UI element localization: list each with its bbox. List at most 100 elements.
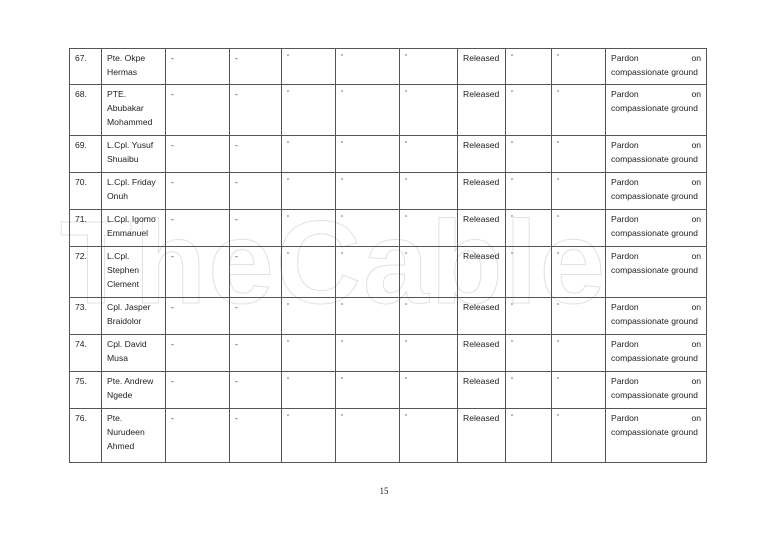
cell-ditto: “ [551,297,606,335]
cell-ditto: “ [335,172,400,210]
cell-ditto: “ [335,48,400,85]
cell-ditto: “ [335,334,400,372]
remark-word: on [691,140,701,150]
cell-ditto: “ [281,371,336,409]
remark-word: on [691,177,701,187]
cell-ditto: “ [335,371,400,409]
cell-ditto: “ [505,297,552,335]
remark-word: Pardon [611,177,639,187]
person-name: L.Cpl. Friday Onuh [101,172,166,210]
cell-ditto: “ [281,334,336,372]
cell-ditto: “ [505,48,552,85]
cell-ditto: “ [399,371,458,409]
cell-ditto: “ [399,334,458,372]
person-name: Pte. Okpe Hermas [101,48,166,85]
status-cell: Released [457,209,506,247]
remark-cell: Pardon on compassionate ground [605,246,707,298]
row-number: 74. [69,334,102,372]
cell-ditto: “ [399,209,458,247]
cell-dash: - [165,135,230,173]
person-name: Cpl. David Musa [101,334,166,372]
cell-ditto: “ [505,408,552,463]
cell-ditto: “ [281,135,336,173]
cell-ditto: “ [399,135,458,173]
cell-ditto: “ [551,135,606,173]
status-cell: Released [457,135,506,173]
cell-ditto: “ [281,246,336,298]
cell-ditto: “ [505,371,552,409]
remark-cell: Pardon on compassionate ground [605,172,707,210]
table-row: 73. Cpl. Jasper Braidolor - - “““Released ““P… [69,297,707,335]
cell-ditto: “ [551,334,606,372]
cell-ditto: “ [281,48,336,85]
cell-ditto: “ [551,371,606,409]
cell-dash: - [229,135,282,173]
cell-ditto: “ [399,84,458,136]
cell-ditto: “ [551,246,606,298]
remark-word: on [691,53,701,63]
cell-ditto: “ [399,48,458,85]
cell-dash: - [165,408,230,463]
status-cell: Released [457,172,506,210]
remark-word: Pardon [611,376,639,386]
cell-ditto: “ [505,84,552,136]
table-row: 70. L.Cpl. Friday Onuh - - “““Released ““Pard… [69,172,707,210]
person-name: Pte. Nurudeen Ahmed [101,408,166,463]
remark-line: compassionate ground [611,316,698,326]
remark-line: compassionate ground [611,191,698,201]
table-row: 69. L.Cpl. Yusuf Shuaibu - - “““Released ““Pa… [69,135,707,173]
cell-ditto: “ [399,246,458,298]
cell-ditto: “ [281,408,336,463]
remark-cell: Pardon on compassionate ground [605,135,707,173]
cell-dash: - [165,246,230,298]
person-name: L.Cpl. Igomo Emmanuel [101,209,166,247]
cell-ditto: “ [335,84,400,136]
cell-ditto: “ [399,408,458,463]
remark-word: on [691,413,701,423]
page-number: 15 [379,486,389,496]
cell-dash: - [229,371,282,409]
table-row: 74. Cpl. David Musa - - “““Released ““Pardon o… [69,334,707,372]
remark-line: compassionate ground [611,103,698,113]
cell-ditto: “ [505,334,552,372]
table-row: 75. Pte. Andrew Ngede - - “““Released ““Pardo… [69,371,707,409]
cell-ditto: “ [505,209,552,247]
cell-ditto: “ [505,246,552,298]
remark-cell: Pardon on compassionate ground [605,209,707,247]
remark-word: on [691,89,701,99]
cell-dash: - [229,84,282,136]
remark-line: compassionate ground [611,67,698,77]
remark-line: compassionate ground [611,265,698,275]
remark-cell: Pardon on compassionate ground [605,408,707,463]
cell-dash: - [229,172,282,210]
cell-dash: - [229,297,282,335]
remark-word: on [691,339,701,349]
remark-word: on [691,251,701,261]
row-number: 70. [69,172,102,210]
status-cell: Released [457,48,506,85]
remark-line: compassionate ground [611,427,698,437]
remark-word: on [691,214,701,224]
remark-word: Pardon [611,251,639,261]
cell-dash: - [165,48,230,85]
cell-dash: - [229,334,282,372]
cell-ditto: “ [399,172,458,210]
cell-ditto: “ [399,297,458,335]
row-number: 76. [69,408,102,463]
status-cell: Released [457,84,506,136]
cell-ditto: “ [551,209,606,247]
status-cell: Released [457,246,506,298]
cell-ditto: “ [281,172,336,210]
status-cell: Released [457,371,506,409]
cell-dash: - [165,172,230,210]
records-table: 67. Pte. Okpe Hermas - - “““Released ““Pardon… [69,48,707,463]
table-row: 67. Pte. Okpe Hermas - - “““Released ““Pardon… [69,48,707,85]
cell-ditto: “ [505,172,552,210]
cell-dash: - [165,297,230,335]
remark-word: on [691,302,701,312]
row-number: 69. [69,135,102,173]
cell-dash: - [229,209,282,247]
remark-cell: Pardon on compassionate ground [605,297,707,335]
row-number: 73. [69,297,102,335]
cell-ditto: “ [551,408,606,463]
